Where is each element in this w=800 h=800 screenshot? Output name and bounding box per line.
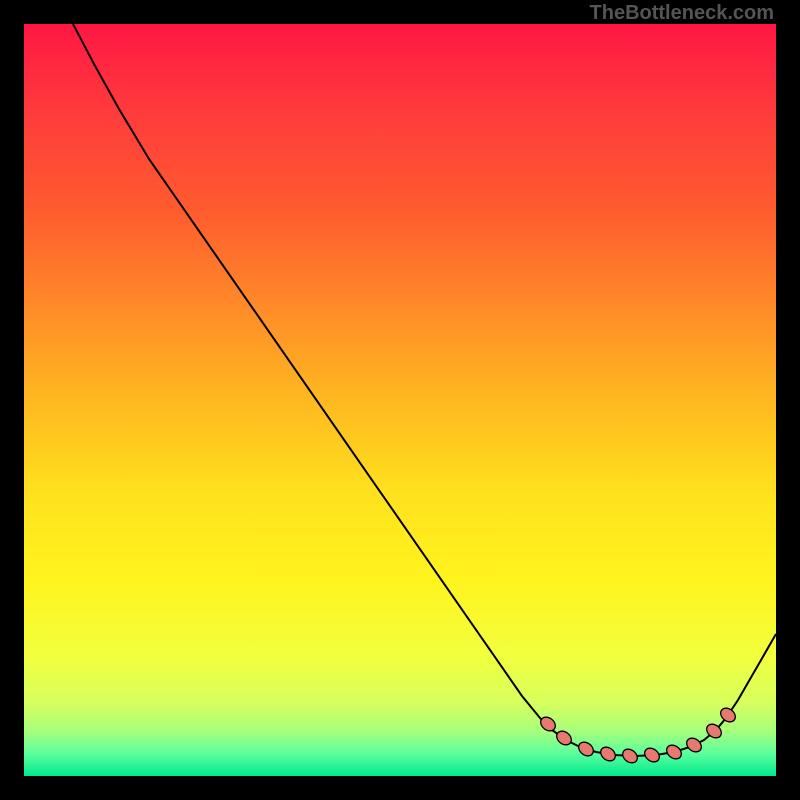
marker-dot (664, 742, 684, 761)
marker-dot (576, 739, 596, 758)
marker-dot (704, 721, 724, 740)
watermark-label: TheBottleneck.com (590, 2, 774, 25)
marker-dot (684, 735, 704, 754)
plot-area (24, 24, 776, 776)
marker-dot (554, 728, 574, 747)
marker-dot (620, 746, 640, 765)
marker-dots (24, 24, 776, 776)
marker-dot (718, 705, 738, 724)
marker-dot (598, 744, 618, 763)
marker-dot (642, 745, 662, 764)
marker-dot (538, 714, 558, 733)
